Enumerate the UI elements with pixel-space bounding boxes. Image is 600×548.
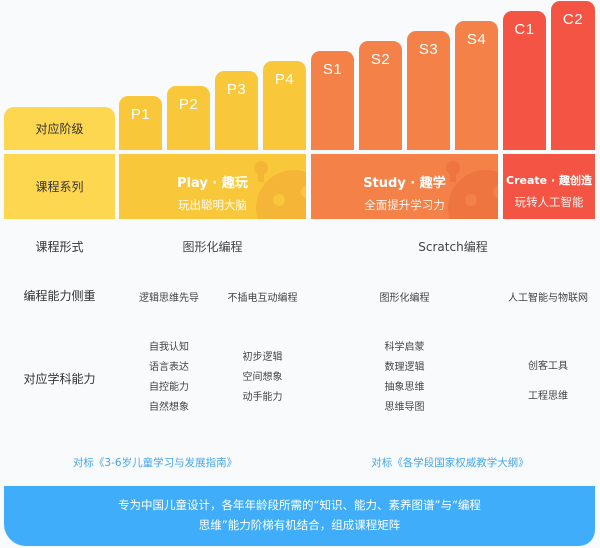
level-c2: C2	[551, 1, 595, 150]
list-item: 自我认知	[149, 342, 189, 353]
subject-ability-label: 对应学科能力	[23, 372, 96, 386]
course-form-label: 课程形式	[35, 240, 84, 254]
series-create-title: Create · 趣创造	[506, 174, 592, 187]
list-item: 工程思维	[528, 391, 568, 402]
list-item: 自控能力	[149, 382, 189, 393]
series-study-subtitle: 全面提升学习力	[364, 198, 445, 212]
subject-play-b-list: 初步逻辑 空间想象 动手能力	[219, 348, 306, 408]
level-p1: P1	[119, 96, 162, 150]
summary-banner: 专为中国儿童设计，各年年龄段所需的“知识、能力、素养图谱”与“编程 思维”能力阶…	[4, 486, 595, 546]
list-item: 自然想象	[149, 402, 189, 413]
subject-study-list: 科学启蒙 数理逻辑 抽象思维 思维导图	[311, 338, 498, 418]
level-p2: P2	[167, 86, 210, 150]
focus-play-a: 逻辑思维先导	[139, 293, 199, 304]
list-item: 初步逻辑	[242, 352, 283, 363]
course-form-scratch: Scratch编程	[418, 240, 488, 254]
series-label-cell: 课程系列	[4, 154, 115, 219]
banner-line-1: 专为中国儿童设计，各年年龄段所需的“知识、能力、素养图谱”与“编程	[118, 498, 481, 512]
series-study-title: Study · 趣学	[363, 176, 446, 191]
reference-study: 对标《各学段国家权威教学大纲》	[371, 457, 529, 469]
series-create-subtitle: 玩转人工智能	[514, 195, 584, 209]
level-p3: P3	[215, 71, 258, 150]
banner-line-2: 思维”能力阶梯有机结合，组成课程矩阵	[198, 518, 401, 532]
series-play-subtitle: 玩出聪明大脑	[178, 198, 247, 212]
list-item: 空间想象	[242, 372, 283, 383]
list-item: 数理逻辑	[384, 362, 425, 373]
level-label-cell: 对应阶级	[4, 107, 115, 150]
series-label: 课程系列	[35, 180, 84, 194]
level-s3: S3	[407, 31, 450, 150]
level-c1: C1	[503, 11, 546, 150]
series-study: Study · 趣学 全面提升学习力	[311, 154, 498, 219]
subject-create-list: 创客工具 工程思维	[498, 352, 598, 412]
list-item: 抽象思维	[384, 382, 425, 393]
focus-study: 图形化编程	[379, 293, 430, 304]
focus-play-b: 不插电互动编程	[227, 293, 298, 304]
mascot-icon	[446, 161, 498, 219]
mascot-icon	[254, 161, 306, 219]
series-play: Play · 趣玩 玩出聪明大脑	[119, 154, 306, 219]
list-item: 思维导图	[384, 402, 425, 413]
reference-play: 对标《3-6岁儿童学习与发展指南》	[72, 457, 238, 469]
course-form-play: 图形化编程	[182, 240, 243, 254]
list-item: 动手能力	[242, 392, 283, 403]
level-p4: P4	[263, 61, 306, 150]
list-item: 创客工具	[528, 361, 568, 372]
focus-label: 编程能力侧重	[23, 289, 96, 303]
level-s4: S4	[455, 21, 498, 150]
list-item: 语言表达	[149, 362, 189, 373]
list-item: 科学启蒙	[384, 342, 425, 353]
focus-create: 人工智能与物联网	[508, 293, 588, 304]
series-create: Create · 趣创造 玩转人工智能	[503, 154, 595, 219]
series-play-title: Play · 趣玩	[177, 176, 248, 191]
level-s1: S1	[311, 51, 354, 150]
level-label: 对应阶级	[35, 122, 84, 136]
subject-play-a-list: 自我认知 语言表达 自控能力 自然想象	[119, 338, 219, 418]
level-s2: S2	[359, 41, 402, 150]
